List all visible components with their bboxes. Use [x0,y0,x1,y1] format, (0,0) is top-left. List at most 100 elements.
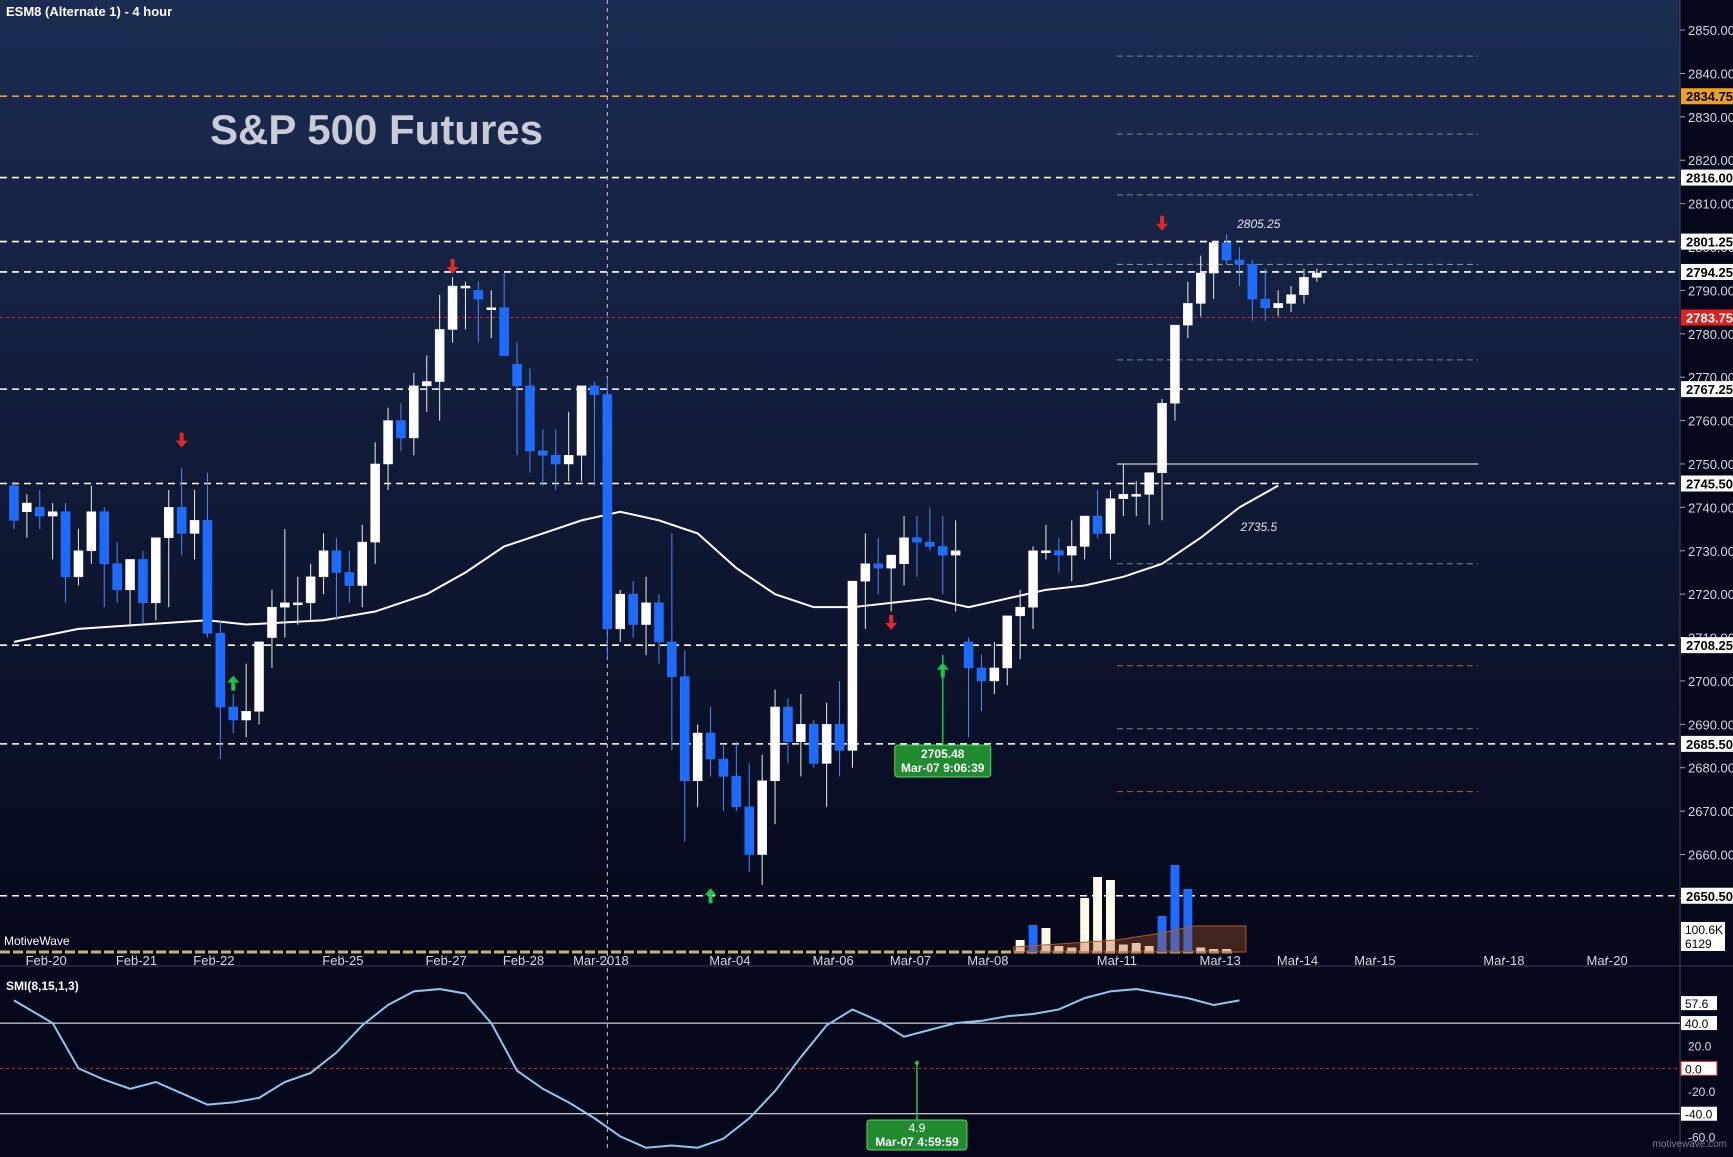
candle-body [551,455,561,465]
candle-body [1157,402,1167,473]
candle [576,385,587,482]
candle-body [125,559,135,591]
candle-body [1221,242,1232,261]
candle-body [434,329,445,382]
candle-body [1247,264,1258,300]
candle [1041,524,1051,560]
signal-down-arrow-icon [446,259,459,275]
candle-body [1183,303,1193,326]
candle-body [563,455,574,465]
candle [628,581,638,638]
candle [1221,233,1232,265]
arrow-head [175,440,188,448]
candle [1054,537,1064,573]
candle-body [1041,550,1051,554]
candle [9,481,19,530]
candle-body [370,463,380,543]
candle [899,516,909,586]
candle [151,537,161,621]
candle [138,550,148,625]
volume-bar [1196,947,1206,952]
candle-body [176,507,187,534]
candle [1312,268,1322,282]
volume-label-box [1681,936,1725,951]
candle-body [976,667,987,682]
volume-label: 6129 [1685,937,1712,951]
candle-body [9,485,19,521]
candle [589,381,600,486]
candle [963,637,974,738]
candle-body [718,758,729,777]
candle [1067,520,1077,582]
candle-body [35,507,45,517]
candle [1208,242,1219,300]
volume-bar [1067,947,1077,952]
candle-body [1144,472,1154,495]
candle-body [615,593,625,630]
arrow-stem [231,682,236,691]
candle-body [912,537,922,543]
candle-body [873,563,883,569]
candle-body [499,307,509,356]
candle [1299,268,1309,304]
candle-body [189,520,200,534]
candle [1015,589,1025,660]
candle [1028,546,1038,629]
volume-bar [1118,944,1128,952]
candle [35,490,45,530]
candle [99,507,109,608]
moving-average-line [13,484,1279,643]
brand-label: MotiveWave [4,934,70,948]
smi-annotation-dot [914,1060,919,1065]
smi-tick-box [1681,1106,1717,1121]
candle [654,594,664,664]
smi-tick-box [1681,1016,1717,1031]
candle [770,689,780,825]
candle-body [1079,515,1090,547]
level-box [1681,88,1733,105]
smi-tick-label: -60.0 [1688,1130,1716,1144]
candle-body [783,706,793,742]
candle [1234,247,1245,287]
arrow-stem [1160,215,1165,224]
candle-body [1196,272,1206,304]
candle-body [1273,303,1283,309]
candle [86,485,97,564]
smi-tick-label: 57.6 [1685,997,1709,1011]
volume-bar [1054,946,1064,952]
arrow-head [446,267,459,275]
level-label: 2834.75 [1686,89,1733,104]
candle-body [1260,298,1270,309]
candle [718,746,729,812]
candle-body [589,385,600,395]
arrow-stem [450,259,455,268]
y-tick-label: 2680.00 [1688,761,1733,776]
projection-label: 2735.5 [1239,520,1277,534]
x-tick-label: Feb-21 [116,953,157,968]
candle [976,654,987,712]
volume-average-area [1013,925,1247,953]
candle-body [938,546,948,556]
candle-body [215,632,226,708]
candle-body [1131,494,1141,497]
smi-tick-label: 40.0 [1685,1017,1709,1031]
candle [215,620,226,760]
level-box [1681,263,1733,280]
candle [512,342,522,456]
level-label: 2708.25 [1686,638,1733,653]
candle-body [809,724,819,764]
y-tick-label: 2660.00 [1688,848,1733,863]
candle [886,554,896,612]
level-label: 2685.50 [1686,737,1733,752]
candle [1273,290,1283,317]
level-box [1681,309,1733,326]
candle [228,693,238,734]
candle [254,641,264,725]
candle-body [744,806,754,855]
candle [176,468,187,556]
volume-bar [1093,877,1102,952]
y-tick-label: 2750.00 [1688,457,1733,472]
smi-line [13,988,1240,1149]
